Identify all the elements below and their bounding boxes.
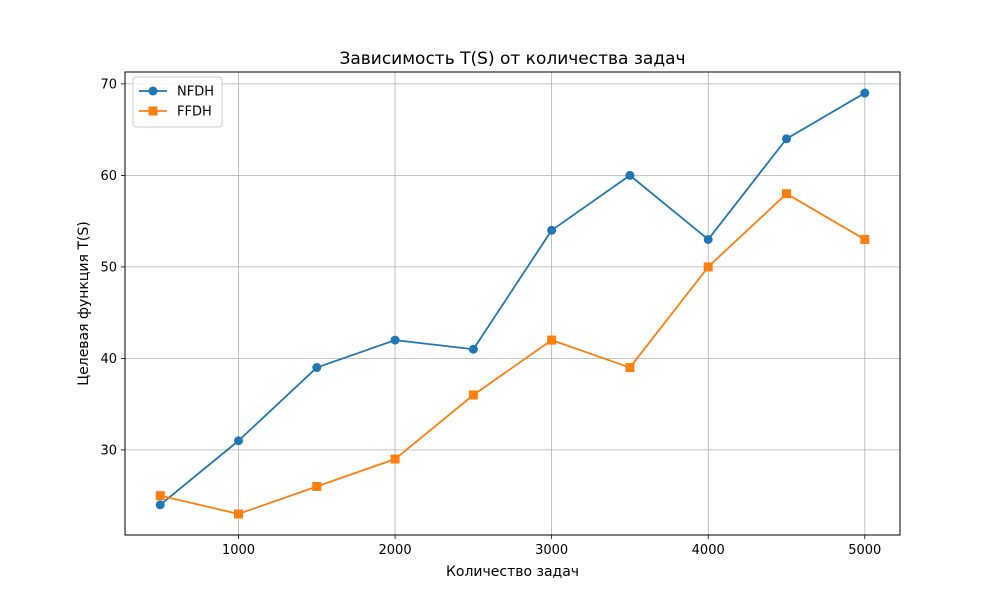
data-point-ffdh: [625, 363, 635, 373]
series-line-nfdh: [159, 92, 866, 506]
y-tick-label: 70: [100, 77, 117, 92]
data-point-nfdh: [390, 335, 400, 345]
data-point-ffdh: [781, 189, 791, 199]
legend: NFDH FFDH: [132, 76, 223, 128]
x-axis-label: Количество задач: [446, 564, 579, 580]
legend-square-marker: [148, 106, 158, 116]
data-point-ffdh: [703, 262, 713, 272]
data-point-nfdh: [625, 170, 635, 180]
legend-item-nfdh: NFDH: [139, 85, 214, 100]
data-point-ffdh: [860, 234, 870, 244]
y-tick-label: 30: [100, 443, 117, 458]
data-point-nfdh: [312, 363, 322, 373]
y-tick-label: 50: [100, 260, 117, 275]
y-axis-label: Целевая функция T(S): [76, 221, 92, 385]
x-tick-label: 3000: [535, 543, 568, 558]
series-group: [155, 88, 870, 519]
data-point-nfdh: [468, 344, 478, 354]
axis-ticks: 1000 2000 3000 4000 5000 30 40 50 60 70: [100, 77, 881, 558]
series-ffdh: [155, 189, 870, 519]
chart-title: Зависимость T(S) от количества задач: [339, 49, 685, 69]
data-point-nfdh: [860, 88, 870, 98]
grid: [125, 72, 900, 535]
x-tick-label: 4000: [692, 543, 725, 558]
data-point-nfdh: [703, 234, 713, 244]
data-point-ffdh: [468, 390, 478, 400]
data-point-ffdh: [312, 482, 322, 492]
y-tick-label: 60: [100, 169, 117, 184]
data-point-ffdh: [547, 335, 557, 345]
series-line-ffdh: [160, 192, 866, 515]
legend-item-ffdh: FFDH: [139, 105, 212, 120]
x-tick-label: 2000: [379, 543, 412, 558]
y-tick-label: 40: [100, 352, 117, 367]
data-point-ffdh: [155, 491, 165, 501]
plot-frame: [124, 71, 901, 536]
x-tick-label: 1000: [222, 543, 255, 558]
data-point-nfdh: [234, 436, 244, 446]
data-point-nfdh: [155, 500, 165, 510]
data-point-nfdh: [781, 134, 791, 144]
legend-label: FFDH: [177, 105, 212, 120]
data-point-ffdh: [390, 454, 400, 464]
series-nfdh: [155, 88, 870, 510]
data-point-ffdh: [234, 509, 244, 519]
legend-label: NFDH: [177, 85, 214, 100]
x-tick-label: 5000: [848, 543, 881, 558]
data-point-nfdh: [547, 225, 557, 235]
legend-circle-marker: [148, 86, 158, 96]
